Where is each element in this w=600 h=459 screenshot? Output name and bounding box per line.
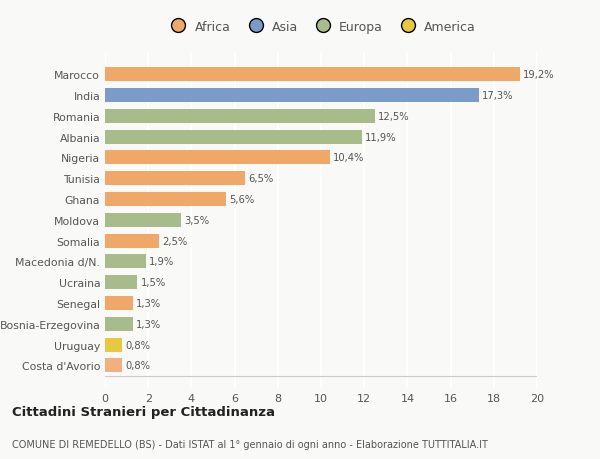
Text: 2,5%: 2,5% (162, 236, 187, 246)
Bar (105, 151, 329, 165)
Bar (105, 275, 137, 290)
Bar (105, 68, 520, 82)
Bar (105, 338, 122, 352)
Bar (105, 296, 133, 310)
Text: 12,5%: 12,5% (378, 112, 410, 122)
Text: 1,5%: 1,5% (140, 278, 166, 287)
Bar (105, 234, 159, 248)
Legend: Africa, Asia, Europa, America: Africa, Asia, Europa, America (166, 21, 476, 34)
Bar (105, 192, 226, 207)
Text: 10,4%: 10,4% (333, 153, 364, 163)
Text: 1,9%: 1,9% (149, 257, 175, 267)
Bar (105, 89, 479, 103)
Bar (105, 172, 245, 186)
Text: 0,8%: 0,8% (125, 340, 151, 350)
Bar (105, 110, 375, 123)
Text: 0,8%: 0,8% (125, 361, 151, 370)
Bar (105, 317, 133, 331)
Bar (105, 358, 122, 373)
Text: 19,2%: 19,2% (523, 70, 554, 80)
Text: 1,3%: 1,3% (136, 298, 161, 308)
Bar (105, 213, 181, 227)
Text: Cittadini Stranieri per Cittadinanza: Cittadini Stranieri per Cittadinanza (12, 405, 275, 419)
Bar (105, 130, 362, 145)
Text: 6,5%: 6,5% (248, 174, 274, 184)
Bar (105, 255, 146, 269)
Text: COMUNE DI REMEDELLO (BS) - Dati ISTAT al 1° gennaio di ogni anno - Elaborazione : COMUNE DI REMEDELLO (BS) - Dati ISTAT al… (12, 440, 488, 449)
Text: 11,9%: 11,9% (365, 132, 397, 142)
Text: 3,5%: 3,5% (184, 215, 209, 225)
Text: 1,3%: 1,3% (136, 319, 161, 329)
Text: 17,3%: 17,3% (482, 91, 514, 101)
Text: 5,6%: 5,6% (229, 195, 254, 205)
